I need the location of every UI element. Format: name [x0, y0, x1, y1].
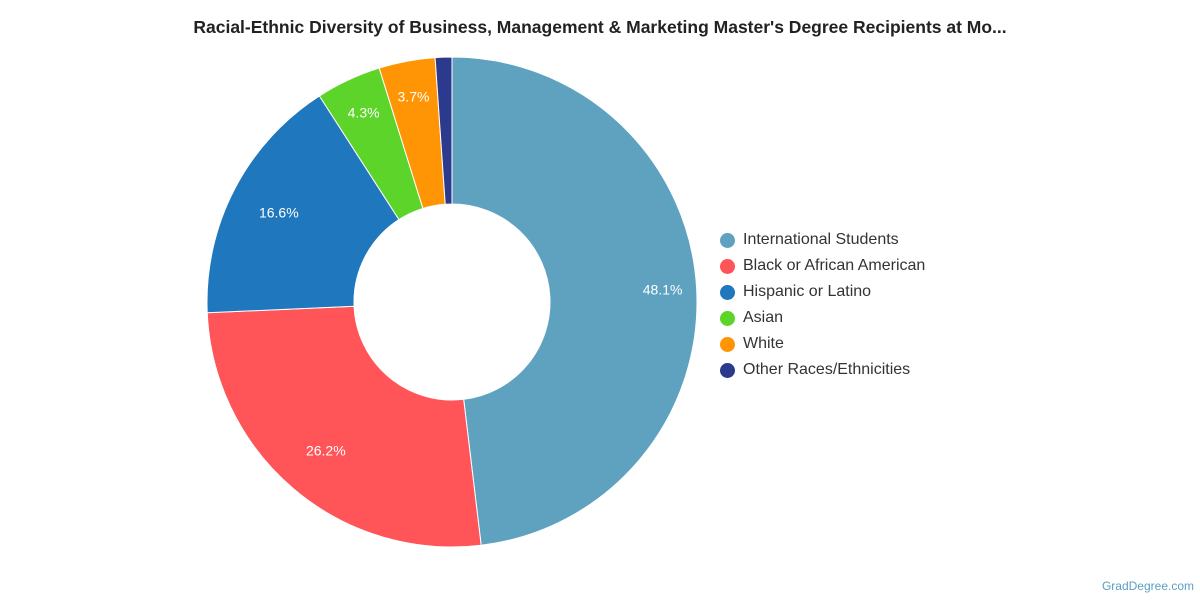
legend-item-hispanic-or-latino[interactable]: Hispanic or Latino [720, 279, 925, 305]
legend-label: Asian [743, 309, 784, 326]
slice-international-students[interactable] [451, 56, 698, 546]
legend-label: Other Races/Ethnicities [743, 361, 911, 378]
legend-marker [720, 336, 735, 352]
legend: International Students Black or African A… [720, 227, 925, 383]
legend-label: International Students [743, 231, 899, 248]
slice-label: 4.3% [348, 105, 380, 121]
legend-marker [720, 258, 735, 274]
legend-marker [720, 362, 735, 378]
legend-marker [720, 284, 735, 300]
slice-label: 16.6% [259, 204, 299, 220]
legend-item-white[interactable]: White [720, 331, 925, 357]
legend-label: Hispanic or Latino [743, 283, 872, 300]
slice-other-races-ethnicities[interactable] [434, 56, 453, 205]
legend-item-other-races-ethnicities[interactable]: Other Races/Ethnicities [720, 357, 925, 383]
slice-black-or-african-american[interactable] [206, 305, 482, 548]
source-credit[interactable]: GradDegree.com [1101, 579, 1194, 593]
legend-item-asian[interactable]: Asian [720, 305, 925, 331]
slice-hispanic-or-latino[interactable] [206, 95, 400, 314]
legend-marker [720, 310, 735, 326]
legend-item-black-or-african-american[interactable]: Black or African American [720, 253, 925, 279]
slice-label: 48.1% [643, 281, 683, 297]
legend-marker [720, 232, 735, 248]
legend-label: Black or African American [743, 257, 926, 274]
slice-label: 3.7% [398, 89, 430, 105]
slice-label: 26.2% [306, 443, 346, 459]
legend-item-international-students[interactable]: International Students [720, 227, 925, 253]
chart-title: Racial-Ethnic Diversity of Business, Man… [193, 17, 1007, 37]
legend-label: White [743, 335, 784, 352]
